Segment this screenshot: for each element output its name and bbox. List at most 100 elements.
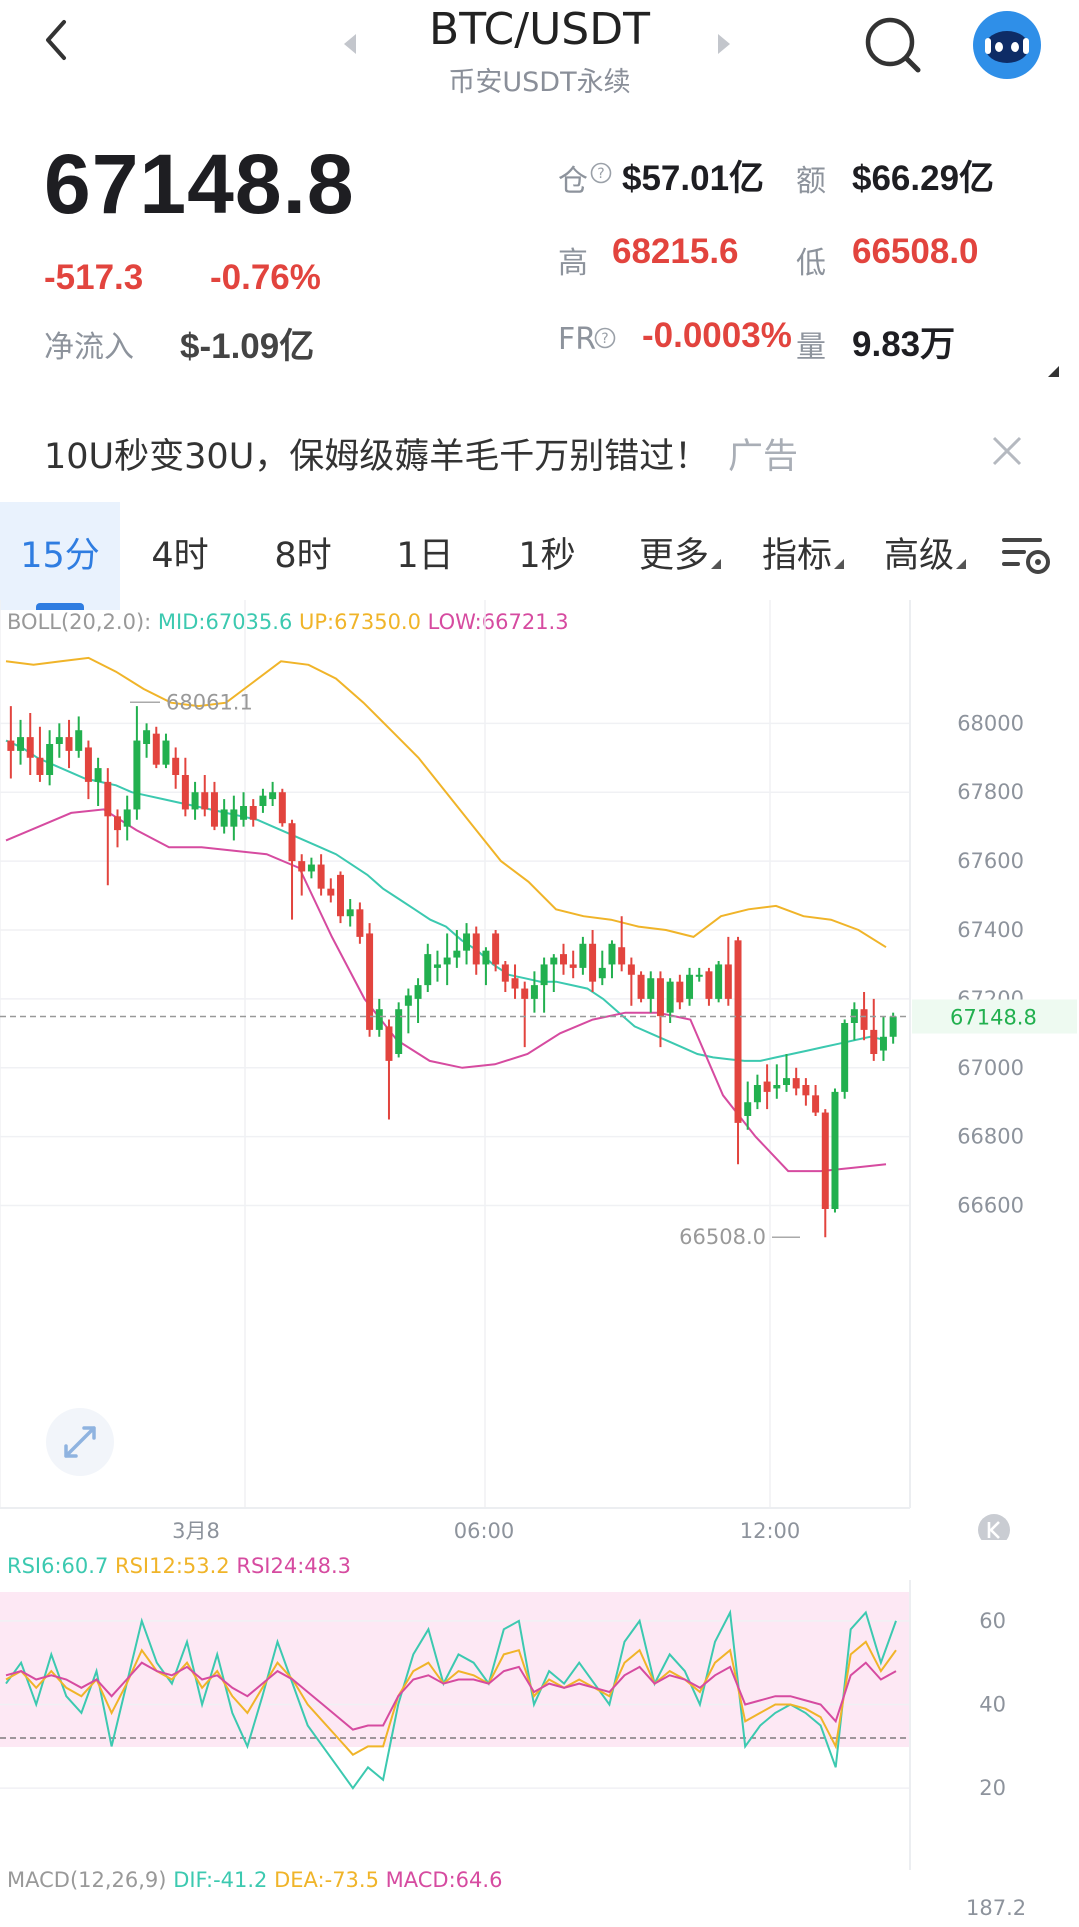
candle-body (36, 757, 44, 775)
rsi-rsi24-line (5, 1661, 897, 1731)
candles (7, 706, 897, 1238)
caret-icon (711, 559, 721, 569)
high-value: 68215.6 (612, 232, 739, 271)
candle-body (763, 1081, 771, 1092)
candle-body (152, 733, 160, 765)
candle-body (298, 861, 306, 872)
boll-up-line (5, 656, 887, 949)
candle-body (181, 775, 189, 810)
tab-advanced[interactable]: 高级 (870, 502, 980, 610)
rsi-tick-label: 20 (979, 1776, 1006, 1800)
candle-body (259, 795, 267, 806)
candle-body (26, 737, 34, 758)
candle-body (530, 985, 538, 999)
candle-body (560, 954, 567, 965)
candle-body (404, 995, 412, 1006)
candle-body (424, 954, 432, 986)
candle-body (395, 1009, 403, 1054)
candle-body (317, 864, 325, 889)
rsi-tick-label: 60 (979, 1609, 1006, 1633)
current-price-label: 67148.8 (950, 1006, 1037, 1030)
candle-body (123, 809, 131, 827)
candle-body (172, 757, 180, 775)
candle-body (307, 864, 315, 872)
tab-15m[interactable]: 15分 (0, 502, 120, 610)
candle-body (705, 971, 713, 999)
candle-body (773, 1085, 781, 1089)
tab-4h[interactable]: 4时 (130, 502, 230, 610)
avatar-robot-icon[interactable] (972, 10, 1042, 80)
tab-1s[interactable]: 1秒 (497, 502, 597, 610)
candle-body (346, 909, 354, 917)
macd-legend: MACD(12,26,9) DIF:-41.2 DEA:-73.5 MACD:6… (7, 1868, 502, 1892)
amount-value: $66.29亿 (852, 159, 995, 198)
search-icon[interactable] (862, 14, 926, 78)
prev-pair-arrow[interactable] (344, 34, 356, 54)
ad-tag: 广告 (728, 437, 799, 477)
candle-body (7, 740, 15, 751)
candle-body (550, 957, 558, 965)
help-icon[interactable]: ? (590, 162, 612, 184)
tab-1d[interactable]: 1日 (375, 502, 475, 610)
rsi12-label: RSI12:53.2 (115, 1554, 230, 1578)
price-change: -517.3 (44, 258, 144, 297)
boll-legend: BOLL(20,2.0): MID:67035.6 UP:67350.0 LOW… (7, 610, 569, 634)
candle-body (792, 1078, 800, 1089)
candle-body (492, 933, 500, 965)
fullscreen-icon[interactable] (46, 1408, 114, 1476)
caret-icon (834, 559, 844, 569)
pair-title[interactable]: BTC/USDT (429, 4, 650, 55)
boll-low-line (5, 808, 887, 1173)
rsi-chart[interactable]: 60 40 20 (0, 1580, 1079, 1870)
macd-dea: DEA:-73.5 (274, 1868, 379, 1892)
tab-more[interactable]: 更多 (625, 502, 735, 610)
max-price-label: 68061.1 (166, 690, 253, 714)
candle-body (744, 1102, 752, 1116)
rsi6-label: RSI6:60.7 (7, 1554, 109, 1578)
rsi-grid (0, 1620, 910, 1789)
net-inflow-label: 净流入 (44, 330, 134, 365)
exchange-subtitle: 币安USDT永续 (448, 67, 631, 98)
back-icon[interactable] (38, 16, 74, 64)
price-tick-label: 67800 (957, 780, 1024, 804)
boll-mid: MID:67035.6 (157, 610, 293, 634)
max-min-labels: 68061.1 66508.0 (130, 690, 800, 1249)
expand-stats-icon[interactable] (1048, 366, 1059, 377)
candle-body (143, 730, 151, 744)
candle-body (511, 978, 519, 989)
help-icon[interactable]: ? (594, 327, 616, 349)
active-underline (36, 603, 84, 610)
macd-label: MACD(12,26,9) (7, 1868, 167, 1892)
tab-label: 1秒 (518, 536, 576, 576)
candle-body (210, 792, 218, 827)
vol-label: 量 (796, 330, 826, 365)
candle-body (162, 740, 170, 765)
tab-8h[interactable]: 8时 (253, 502, 353, 610)
candle-body (802, 1085, 810, 1096)
candle-body (695, 974, 703, 977)
candle-body (831, 1091, 839, 1209)
candle-body (482, 950, 490, 965)
rsi-lines (5, 1609, 897, 1790)
close-icon[interactable] (990, 434, 1024, 468)
candle-body (656, 978, 664, 1017)
next-pair-arrow[interactable] (718, 34, 730, 54)
chart-settings-icon[interactable] (1000, 532, 1056, 582)
candle-body (724, 964, 732, 999)
tab-indicators[interactable]: 指标 (748, 502, 858, 610)
candle-body (647, 978, 655, 999)
low-value: 66508.0 (852, 232, 979, 271)
price-tick-label: 67600 (957, 849, 1024, 873)
fr-value: -0.0003% (642, 316, 792, 355)
scroll-to-latest-icon[interactable] (978, 1514, 1010, 1540)
candle-body (201, 792, 209, 810)
candle-body (734, 940, 742, 1123)
tab-label: 更多 (638, 536, 709, 576)
candle-body (94, 768, 102, 782)
boll-low: LOW:66721.3 (427, 610, 569, 634)
ad-banner-text[interactable]: 10U秒变30U，保姆级薅羊毛千万别错过！ (44, 437, 710, 477)
price-tick-label: 68000 (957, 711, 1024, 735)
rsi-rsi6-line (5, 1609, 897, 1790)
candlestick-chart[interactable]: 6800067800676006740067200670006680066600… (0, 600, 1079, 1540)
